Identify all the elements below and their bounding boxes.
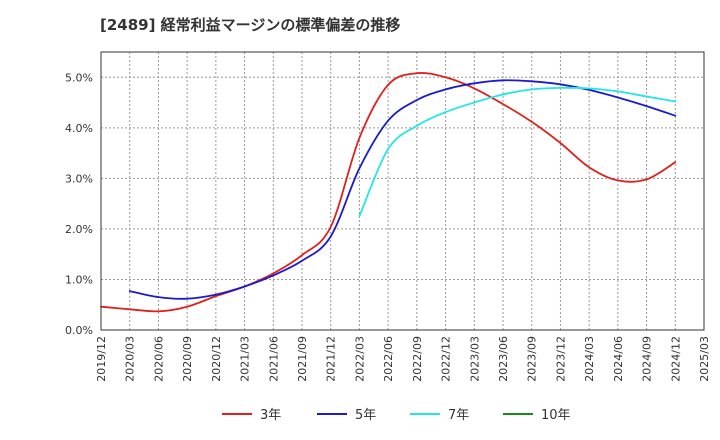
series-line-2 [128, 79, 677, 300]
x-tick-label: 2023/03 [468, 336, 481, 382]
x-tick-label: 2022/03 [353, 336, 366, 382]
x-tick-label: 2020/09 [181, 336, 194, 382]
x-tick-label: 2019/12 [95, 336, 108, 382]
x-tick-label: 2024/06 [612, 336, 625, 382]
y-axis-ticks: 0.0% 1.0% 2.0% 3.0% 4.0% 5.0% [65, 71, 93, 337]
y-tick-label: 4.0% [65, 122, 93, 135]
x-tick-label: 2021/12 [325, 336, 338, 382]
y-tick-label: 0.0% [65, 324, 93, 337]
plot-area [101, 52, 704, 330]
x-tick-label: 2020/03 [124, 336, 137, 382]
x-tick-label: 2021/03 [239, 336, 252, 382]
y-tick-label: 1.0% [65, 273, 93, 286]
x-tick-label: 2020/06 [152, 336, 165, 382]
y-tick-label: 5.0% [65, 71, 93, 84]
x-tick-label: 2023/09 [526, 336, 539, 382]
x-tick-label: 2021/06 [267, 336, 280, 382]
series-line-1 [100, 72, 677, 313]
legend: 3年 5年 7年 10年 [222, 408, 571, 423]
x-tick-label: 2024/09 [641, 336, 654, 382]
y-tick-label: 2.0% [65, 223, 93, 236]
x-tick-label: 2020/12 [210, 336, 223, 382]
series-line-3 [358, 86, 677, 218]
x-tick-label: 2022/06 [382, 336, 395, 382]
legend-label: 3年 [260, 408, 281, 423]
plot-frame [100, 51, 705, 331]
x-tick-label: 2023/06 [497, 336, 510, 382]
x-tick-label: 2022/09 [411, 336, 424, 382]
x-tick-label: 2024/12 [669, 336, 682, 382]
series-lines [100, 72, 677, 313]
y-tick-label: 3.0% [65, 172, 93, 185]
chart-title: [2489] 経常利益マージンの標準偏差の推移 [100, 16, 401, 34]
legend-label: 7年 [448, 408, 469, 423]
x-axis-ticks: 2019/12 2020/03 2020/06 2020/09 2020/12 2021/… [95, 336, 711, 382]
x-tick-label: 2025/03 [698, 336, 711, 382]
x-tick-label: 2021/09 [296, 336, 309, 382]
x-tick-label: 2023/12 [554, 336, 567, 382]
x-tick-label: 2022/12 [440, 336, 453, 382]
x-tick-label: 2024/03 [583, 336, 596, 382]
legend-label: 10年 [541, 408, 571, 423]
legend-label: 5年 [355, 408, 376, 423]
